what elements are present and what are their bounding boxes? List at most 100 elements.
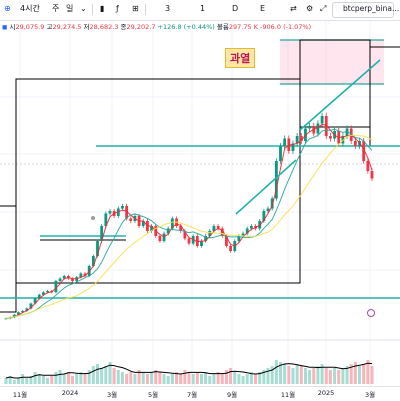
candle-body [125,206,129,219]
open-label: 시 [9,23,16,31]
candle-body [91,256,95,266]
interval-day[interactable]: 일 [66,4,74,13]
candle-body [83,273,87,276]
x-tick: 7월 [186,391,198,399]
volume-bar [195,372,199,384]
high-label: 고 [46,23,53,31]
toolbar-item-1[interactable]: 1 [200,4,206,13]
toolbar-item-e[interactable]: E [260,4,266,13]
candle-body [270,198,274,209]
candle-body [299,136,303,141]
volume-bar [208,376,212,384]
x-tick: 3월 [364,391,376,399]
dropdown-chevron-icon[interactable]: ⌄ [80,4,87,13]
candle-body [100,226,104,241]
volume-bar [245,374,249,384]
x-tick: 5월 [147,391,159,399]
add-symbol-icon[interactable]: ⊕ [4,4,11,13]
high-value: 29,274.5 [52,23,82,31]
volume-bar [316,366,320,384]
volume-bar [258,372,262,384]
candle-body [204,236,208,241]
layout-icon[interactable]: ⊞ [132,4,139,13]
candle-body [283,138,287,146]
volume-bar [341,368,345,384]
toolbar-item-3[interactable]: 3 [165,4,171,13]
volume-bar [220,374,224,384]
volume-bar [62,374,66,384]
volume-bar [287,366,291,384]
x-tick: 11월 [12,391,28,399]
ohlc-legend: ◼ 시29,075.9 고29,274.5 저28,682.3 종29,202.… [2,21,311,33]
candle-body [316,123,320,134]
ma-mid-line [5,128,373,319]
candle-body [179,226,183,231]
volume-bar [37,374,41,384]
candles [4,112,374,320]
volume-bar [162,374,166,384]
volume-bar [366,360,370,384]
volume-bar [104,366,108,384]
candle-body [295,136,299,144]
overheat-zone [280,39,384,85]
candle-body [17,312,20,315]
toolbar-item-d[interactable]: D [232,4,239,13]
compare-icon[interactable]: ⇄ [290,4,297,13]
range-box [0,205,17,313]
candle-body [21,311,25,313]
candle-body [200,241,203,246]
candle-body [370,171,374,179]
interval-4h[interactable]: 4시간 [20,4,40,13]
candle-body [353,141,357,146]
range-box [15,78,301,284]
volume-bar [175,372,179,384]
volume-bar [279,362,282,384]
candle-body [150,226,153,231]
volume-label: 볼륨 [216,23,229,31]
low-value: 28,682.3 [89,23,119,31]
close-label: 종 [120,23,127,31]
volume-bar [270,366,274,384]
toolbar-divider [145,4,146,15]
candle-body [187,238,191,244]
candle-body [12,314,16,318]
volume-bar [345,366,349,384]
volume-bar [299,366,303,384]
volume-bar [170,374,174,384]
volume-bar [337,370,341,384]
volume-bar [25,378,29,384]
candle-body [29,303,33,309]
chart-markers [91,216,375,317]
change-value: +126.8 (+0.44%) [157,23,215,31]
interval-week[interactable]: 주 [52,4,60,13]
candle-body [170,218,174,229]
settings-icon[interactable]: ⚙ [306,4,314,13]
volume-bar [129,372,133,384]
snapshot-icon[interactable]: ⤢ [320,4,327,13]
indicators-icon[interactable]: ƒ [116,4,119,13]
overheat-label[interactable]: 과열 [225,48,256,68]
chart-grid [0,20,400,386]
volume-bar [116,370,120,384]
volume-bar [183,370,187,384]
volume-bar [328,370,332,384]
symbol-search[interactable]: btcperp_bina... [332,2,399,18]
candle-body [4,318,8,320]
trend-lines[interactable] [235,59,381,215]
time-axis [0,386,400,401]
support-resistance-lines[interactable] [0,145,400,299]
volume-bar [83,374,87,384]
candle-style-icon[interactable]: ▮ [100,4,105,13]
toolbar-divider [92,4,93,15]
volume-bar [362,364,366,384]
candle-body [141,221,145,226]
volume-ma-line [5,362,373,379]
candle-body [58,278,62,281]
ma-fast-line [5,123,373,319]
open-value: 29,075.9 [15,23,45,31]
ma-slow-line [5,134,373,319]
candle-body [42,292,45,295]
candle-body [241,233,245,236]
candle-body [25,308,29,311]
